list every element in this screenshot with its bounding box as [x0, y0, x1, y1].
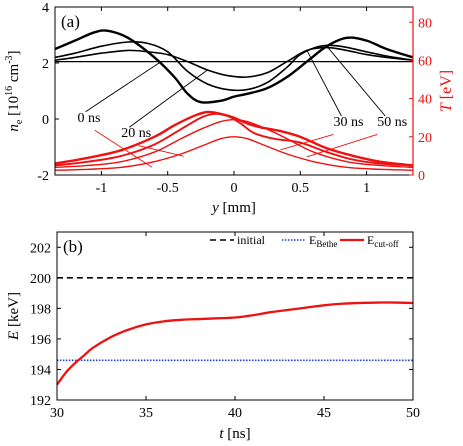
y-tick-label-b: 192 [30, 394, 51, 409]
x-tick-label-a: -1 [96, 181, 108, 196]
plot-a-curves [55, 29, 413, 171]
x-tick-label-a: 0 [231, 181, 238, 196]
legend-entry: EBethe [309, 233, 337, 249]
temperature-leader [138, 145, 184, 157]
plot-b-curves [57, 277, 413, 386]
annotation-label: 0 ns [78, 111, 101, 126]
temperature-leader [306, 133, 378, 158]
right-tick-label: 40 [418, 93, 432, 108]
energy-line-ecut-off [57, 301, 413, 386]
left-tick-label: 4 [42, 1, 49, 16]
temperature-leader [94, 129, 153, 168]
legend-entry: initial [237, 233, 266, 247]
right-tick-label: 20 [418, 131, 432, 146]
y-tick-label-b: 198 [30, 302, 51, 317]
plot-b-frame [56, 231, 414, 401]
density-line-50-ns [55, 29, 413, 104]
left-tick-label: -2 [37, 169, 49, 184]
temperature-line-30-ns [55, 112, 413, 167]
temperature-line-0-ns [55, 136, 413, 171]
right-tick-label: 0 [418, 169, 425, 184]
x-tick-label-b: 30 [50, 406, 64, 421]
x-axis-label-a: y [mm] [210, 200, 256, 216]
annotation-label: 20 ns [121, 126, 151, 141]
density-line-30-ns [55, 40, 413, 92]
density-line-20-ns [55, 46, 413, 78]
panel-b: 30 35 40 45 50 192 194 196 198 200 202 (b) t [ns] E [… [6, 231, 420, 442]
temperature-leader [280, 133, 334, 151]
x-axis-label-b: t [ns] [219, 426, 250, 442]
annotation-leader [326, 45, 386, 117]
legend: initial EBethe Ecut-off [210, 233, 399, 249]
x-tick-label-b: 45 [317, 406, 331, 421]
annotation-leader [129, 69, 208, 128]
annotation-leader [306, 50, 342, 117]
x-tick-label-b: 40 [228, 406, 242, 421]
right-tick-label: 60 [418, 54, 432, 69]
annotation-leader [85, 61, 162, 113]
x-tick-label-a: 1 [363, 181, 370, 196]
x-tick-label-b: 50 [406, 406, 420, 421]
y-tick-label-b: 202 [30, 241, 51, 256]
y-tick-label-b: 200 [30, 272, 51, 287]
left-tick-label: 2 [42, 57, 49, 72]
right-tick-label: 80 [418, 16, 432, 31]
annotation-label: 30 ns [333, 115, 363, 130]
panel-label-a: (a) [61, 12, 80, 31]
x-tick-label-a: 0.5 [292, 181, 310, 196]
right-axis-label: T [eV] [438, 70, 455, 112]
x-tick-label-a: -0.5 [157, 181, 179, 196]
left-tick-label: 0 [42, 113, 49, 128]
y-tick-label-b: 194 [30, 363, 51, 378]
panel-label-b: (b) [63, 237, 83, 256]
y-tick-label-b: 196 [30, 333, 51, 348]
left-axis-label: ne [1016 cm-3] [4, 50, 25, 131]
annotation-label: 50 ns [377, 115, 407, 130]
legend-entry: Ecut-off [367, 233, 399, 249]
y-axis-label-b: E [keV] [6, 292, 22, 341]
x-tick-label-b: 35 [139, 406, 153, 421]
temperature-line-50-ns [55, 110, 413, 167]
